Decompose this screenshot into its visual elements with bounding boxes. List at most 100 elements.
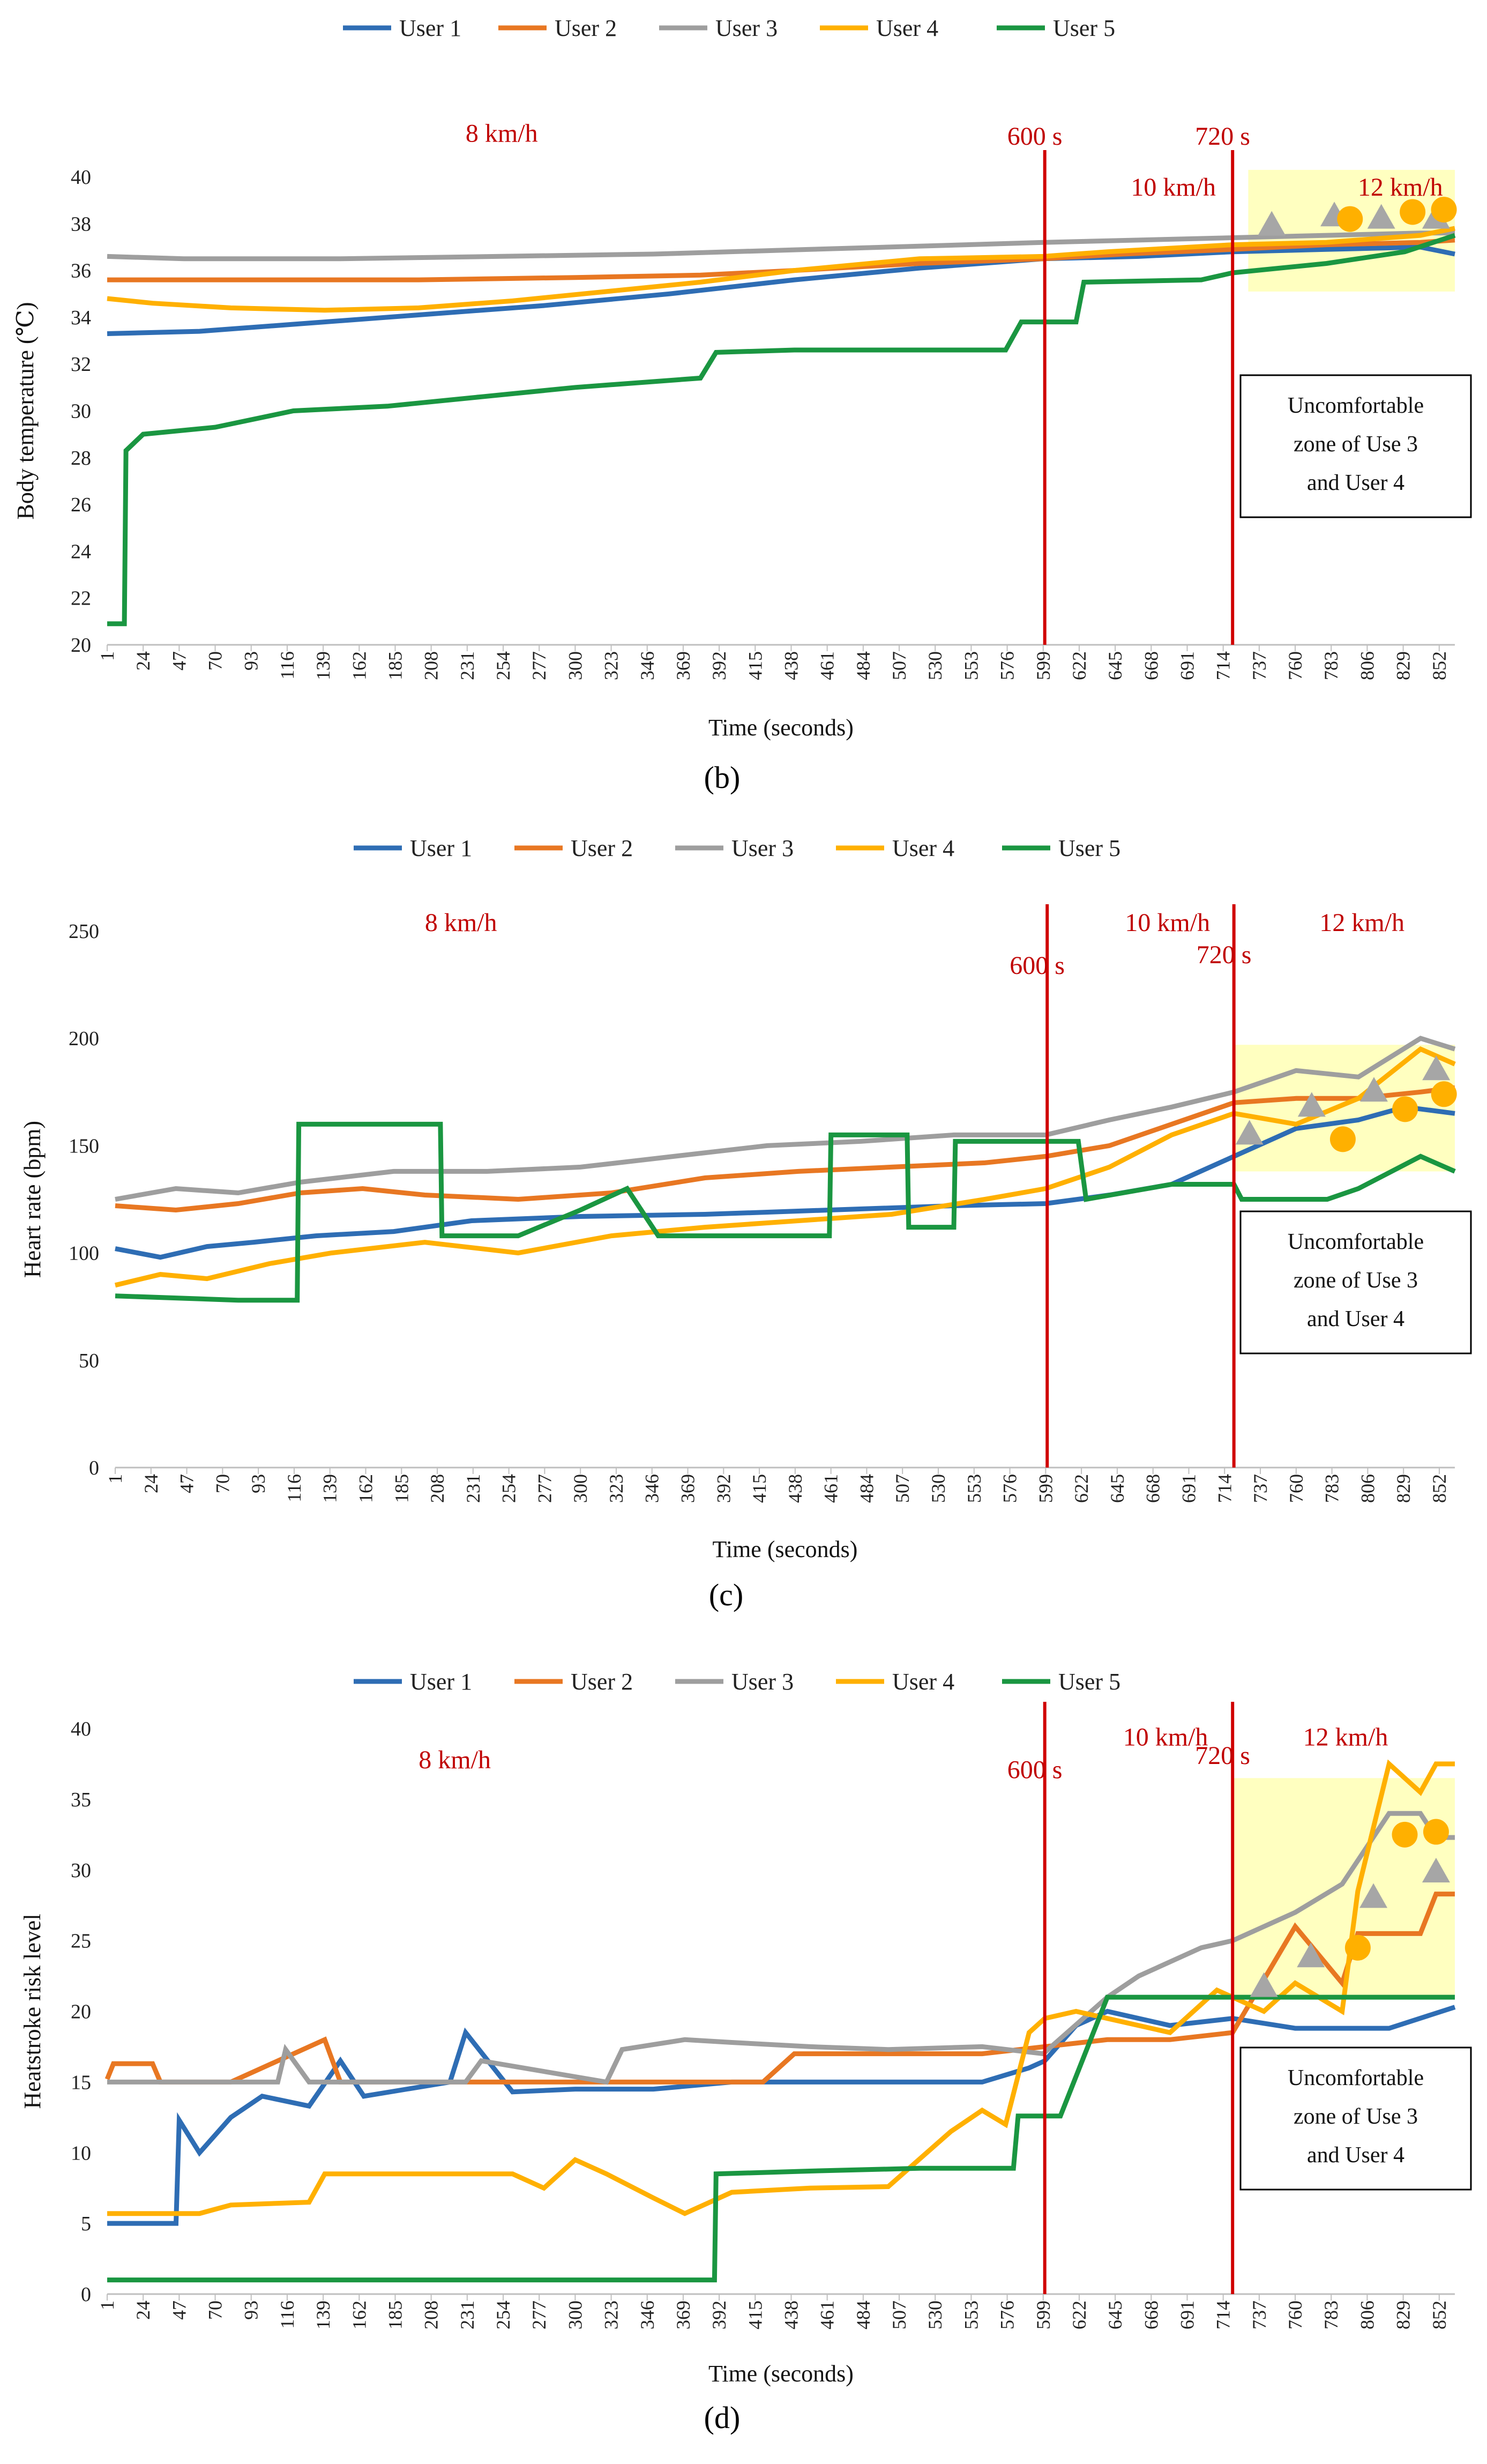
d-zone-note-box: [1239, 2046, 1472, 2191]
legend-label-user-4: User 4: [892, 1669, 954, 1695]
c-x-tick-label: 461: [820, 1474, 842, 1503]
legend-label-user-3: User 3: [731, 835, 794, 861]
b-x-tick-label: 392: [708, 651, 730, 680]
d-x-tick-label: 93: [241, 2301, 262, 2320]
b-x-axis-title: Time (seconds): [708, 714, 854, 741]
b-zone-note-line: and User 4: [1307, 471, 1404, 495]
d-x-tick-label: 829: [1393, 2301, 1414, 2329]
b-marker-circle-user-4: [1400, 199, 1426, 225]
b-y-tick-label: 26: [71, 494, 91, 516]
d-zone-note: Uncomfortable zone of Use 3 and User 4: [1239, 2046, 1472, 2191]
b-y-tick-label: 34: [71, 307, 91, 329]
c-x-tick-label: 24: [140, 1474, 162, 1493]
b-y-axis-title: Body temperature (℃): [12, 302, 39, 520]
b-series-user-4: [107, 226, 1455, 313]
c-x-tick-label: 208: [427, 1474, 448, 1503]
b-x-tick-label: 346: [637, 651, 658, 680]
legend-label-user-5: User 5: [1058, 1669, 1120, 1695]
c-x-tick-label: 300: [570, 1474, 591, 1503]
b-x-tick-label: 116: [277, 651, 298, 680]
d-x-tick-label: 24: [132, 2301, 154, 2320]
d-speed-label-1: 10 km/h: [1123, 1723, 1208, 1752]
c-x-tick-label: 645: [1107, 1474, 1128, 1503]
d-x-tick-label: 208: [421, 2301, 442, 2329]
b-x-tick-label: 369: [672, 651, 694, 680]
c-marker-triangle-user-3: [1297, 1092, 1326, 1117]
b-marker-label-720: 720 s: [1195, 122, 1250, 151]
d-x-tick-label: 116: [277, 2301, 298, 2329]
d-x-tick-label: 254: [492, 2301, 514, 2329]
b-x-tick-label: 760: [1284, 651, 1306, 680]
d-y-tick-label: 5: [81, 2213, 91, 2235]
b-x-tick-label: 254: [492, 651, 514, 680]
c-y-tick-label: 150: [69, 1135, 99, 1157]
d-x-tick-label: 484: [853, 2301, 874, 2329]
legend-label-user-1: User 1: [399, 15, 461, 41]
c-x-tick-label: 116: [283, 1474, 305, 1502]
c-y-tick-label: 100: [69, 1242, 99, 1265]
d-series-user-5: [107, 1994, 1455, 2283]
d-series-user-1: [107, 2005, 1456, 2226]
d-marker-triangle-user-3: [1297, 1942, 1325, 1968]
d-marker-circle-user-4: [1344, 1934, 1371, 1961]
heart-rate-plot: User 1 User 2 User 3 User 4 User 5 0 50 100 150 2…: [19, 835, 1472, 1612]
d-zone-note-line: and User 4: [1307, 2143, 1404, 2168]
b-speed-label-0: 8 km/h: [466, 120, 538, 148]
c-x-tick-label: 369: [677, 1474, 699, 1503]
b-speed-label-2: 12 km/h: [1358, 173, 1443, 202]
c-series-user-2: [115, 1085, 1455, 1213]
c-x-tick-label: 783: [1321, 1474, 1343, 1503]
d-x-tick-label: 691: [1177, 2301, 1198, 2329]
b-marker-circle-user-4: [1431, 197, 1457, 223]
c-x-tick-label: 829: [1393, 1474, 1414, 1503]
c-zone-note-line: zone of Use 3: [1294, 1268, 1418, 1293]
c-y-tick-label: 250: [69, 920, 99, 943]
d-y-tick-label: 35: [71, 1789, 91, 1811]
c-x-tick-label: 622: [1071, 1474, 1092, 1503]
c-speed-label-2: 12 km/h: [1319, 909, 1404, 937]
b-series-user-5: [107, 233, 1456, 627]
d-marker-label-720: 720 s: [1195, 1741, 1250, 1770]
c-x-tick-label: 484: [856, 1474, 877, 1503]
b-x-tick-label: 668: [1140, 651, 1162, 680]
legend-label-user-3: User 3: [731, 1669, 794, 1695]
b-x-tick-label: 576: [997, 651, 1018, 680]
d-marker-triangle-user-3: [1422, 1858, 1450, 1883]
c-marker-circle-user-4: [1392, 1096, 1418, 1122]
c-x-tick-label: 668: [1142, 1474, 1164, 1503]
d-uncomfortable-zone: [1232, 1778, 1455, 1998]
b-x-tick-label: 415: [744, 651, 766, 680]
b-x-tick-label: 231: [457, 651, 478, 680]
d-x-tick-label: 760: [1284, 2301, 1306, 2329]
d-x-tick-label: 438: [780, 2301, 802, 2329]
c-x-tick-label: 530: [928, 1474, 949, 1503]
c-x-tick-label: 507: [892, 1474, 913, 1503]
legend-label-user-2: User 2: [571, 835, 633, 861]
b-x-tick-label: 806: [1356, 651, 1378, 680]
d-y-tick-label: 0: [81, 2283, 91, 2306]
c-x-tick-label: 93: [248, 1474, 269, 1493]
c-zone-note-line: and User 4: [1307, 1307, 1404, 1331]
c-marker-circle-user-4: [1329, 1126, 1356, 1152]
c-x-tick-label: 47: [176, 1474, 198, 1493]
b-x-tick-label: 162: [348, 651, 370, 680]
body-temperature-chart: User 1 User 2 User 3 User 4 User 5 20 22 24 26 28…: [0, 0, 1487, 820]
b-speed-label-1: 10 km/h: [1131, 173, 1216, 202]
c-y-tick-label: 50: [79, 1350, 99, 1372]
b-zone-note-box: [1239, 374, 1472, 518]
d-marker-circle-user-4: [1392, 1821, 1418, 1848]
d-series-user-4: [107, 1759, 1455, 2216]
c-marker-triangle-user-3: [1235, 1120, 1264, 1145]
c-x-axis-title: Time (seconds): [713, 1536, 858, 1562]
d-y-axis-title: Heatstroke risk level: [19, 1914, 46, 2109]
b-x-tick-label: 599: [1033, 651, 1054, 680]
c-x-tick-label: 392: [713, 1474, 734, 1503]
c-x-tick-label: 714: [1214, 1474, 1235, 1503]
d-x-tick-label: 139: [312, 2301, 334, 2329]
d-y-tick-label: 20: [71, 2001, 91, 2023]
d-x-tick-label: 392: [708, 2301, 730, 2329]
c-zone-note-box: [1239, 1210, 1472, 1354]
d-x-tick-label: 461: [817, 2301, 838, 2329]
c-x-tick-label: 852: [1429, 1474, 1450, 1503]
c-series-user-4: [114, 1046, 1456, 1288]
